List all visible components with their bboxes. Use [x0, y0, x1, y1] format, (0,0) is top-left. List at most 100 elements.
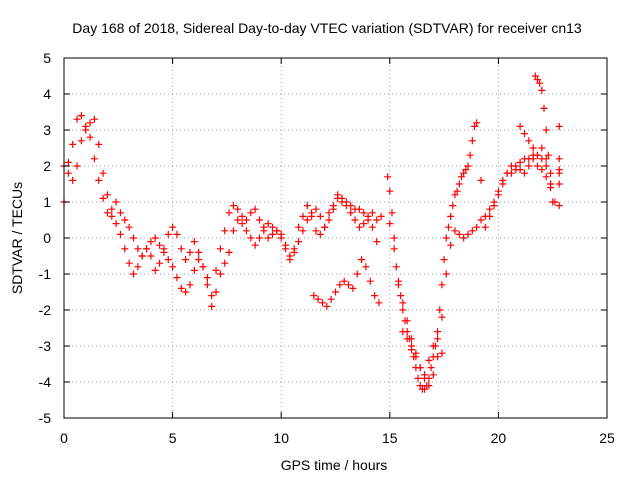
data-point [255, 216, 263, 224]
x-tick-label: 0 [60, 430, 68, 446]
data-point [364, 216, 372, 224]
data-point [86, 119, 94, 127]
data-point [473, 119, 481, 127]
data-point [103, 191, 111, 199]
data-point [303, 202, 311, 210]
data-point [538, 155, 546, 163]
data-point [438, 281, 446, 289]
data-point [321, 223, 329, 231]
data-point [440, 256, 448, 264]
data-point [316, 212, 324, 220]
data-point [394, 277, 402, 285]
y-tick-label: 5 [43, 50, 51, 66]
data-point [121, 245, 129, 253]
data-point [225, 248, 233, 256]
data-point [73, 162, 81, 170]
data-point [447, 212, 455, 220]
data-point [225, 209, 233, 217]
data-point [303, 216, 311, 224]
data-point [360, 220, 368, 228]
y-tick-label: 3 [43, 122, 51, 138]
data-point [360, 209, 368, 217]
data-point [525, 137, 533, 145]
data-point [160, 245, 168, 253]
data-point [421, 385, 429, 393]
data-point [525, 162, 533, 170]
data-point [438, 313, 446, 321]
data-point [358, 256, 366, 264]
data-point [368, 209, 376, 217]
data-point [481, 212, 489, 220]
data-point [95, 140, 103, 148]
data-point [169, 263, 177, 271]
data-point [373, 238, 381, 246]
data-point [203, 274, 211, 282]
data-point [466, 151, 474, 159]
data-point [255, 234, 263, 242]
data-point [327, 295, 335, 303]
x-tick-label: 5 [169, 430, 177, 446]
x-tick-label: 15 [382, 430, 398, 446]
data-point [310, 292, 318, 300]
y-tick-label: 1 [43, 194, 51, 210]
data-point [544, 151, 552, 159]
data-point [121, 216, 129, 224]
data-point [368, 223, 376, 231]
data-point [538, 86, 546, 94]
data-point [349, 284, 357, 292]
data-point [290, 245, 298, 253]
data-point [533, 151, 541, 159]
data-point [134, 263, 142, 271]
data-point [269, 230, 277, 238]
data-point [453, 187, 461, 195]
data-point [444, 223, 452, 231]
data-point [399, 306, 407, 314]
data-point [390, 245, 398, 253]
data-point [460, 169, 468, 177]
data-point [468, 227, 476, 235]
data-point [247, 234, 255, 242]
data-point [199, 263, 207, 271]
data-point [221, 259, 229, 267]
data-point [332, 288, 339, 296]
data-point [208, 302, 216, 310]
data-point [64, 158, 72, 166]
data-point [112, 198, 120, 206]
data-point [347, 209, 355, 217]
plot-frame [63, 57, 608, 419]
data-point [362, 263, 370, 271]
data-point [520, 130, 528, 138]
data-point [190, 238, 198, 246]
data-point [555, 169, 563, 177]
data-point [221, 227, 229, 235]
data-point [173, 274, 181, 282]
data-point [177, 245, 185, 253]
y-tick-label: 0 [43, 230, 51, 246]
data-point [516, 122, 524, 130]
data-point [229, 202, 237, 210]
data-point [277, 234, 285, 242]
data-point [90, 155, 98, 163]
data-point [429, 371, 437, 379]
data-point [507, 169, 515, 177]
data-point [177, 284, 185, 292]
axis-ticks: 0 5 10 15 20 25 -5 -4 -3 -2 -1 0 1 2 3 4 5 [39, 50, 615, 446]
data-point [190, 266, 198, 274]
data-point [334, 194, 342, 202]
data-point [403, 317, 411, 325]
y-axis-label: SDTVAR / TECUs [9, 182, 25, 294]
data-point [164, 230, 172, 238]
data-point [414, 374, 422, 382]
data-point [531, 72, 539, 80]
data-point [116, 230, 124, 238]
data-point [242, 227, 250, 235]
data-point [429, 342, 437, 350]
data-point [399, 299, 407, 307]
data-point [464, 162, 472, 170]
data-point [347, 202, 355, 210]
data-point [494, 187, 502, 195]
data-point [269, 223, 277, 231]
data-point [366, 277, 374, 285]
data-point [130, 270, 138, 278]
